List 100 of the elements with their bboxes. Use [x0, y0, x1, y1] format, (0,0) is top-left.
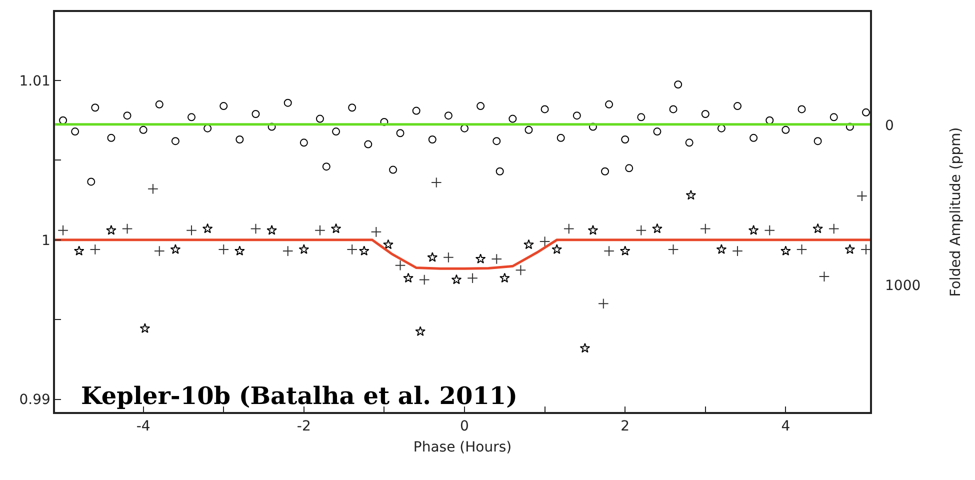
point	[428, 135, 436, 144]
point	[358, 246, 370, 256]
point	[556, 134, 565, 142]
point	[796, 244, 808, 255]
point	[828, 223, 840, 234]
point	[492, 137, 501, 146]
point	[780, 246, 791, 256]
point	[330, 223, 342, 234]
point	[415, 326, 426, 336]
point	[637, 113, 646, 122]
point	[348, 104, 356, 112]
point	[389, 166, 398, 174]
point	[856, 190, 868, 202]
x-tick-label: 4	[781, 418, 790, 435]
point	[500, 272, 510, 283]
point	[123, 112, 132, 120]
point	[588, 224, 598, 235]
point	[750, 134, 758, 142]
point	[332, 128, 340, 136]
point	[370, 226, 382, 238]
x-tick-label: 2	[620, 418, 630, 435]
point	[621, 135, 630, 144]
point	[58, 224, 68, 236]
point	[467, 272, 478, 284]
point	[148, 183, 158, 194]
point	[220, 102, 228, 110]
point	[524, 126, 533, 134]
point	[346, 244, 358, 255]
point	[636, 224, 647, 236]
point	[716, 244, 727, 254]
point	[140, 323, 150, 333]
y-tick-label: 1.01	[19, 73, 50, 90]
point	[234, 246, 245, 256]
point	[686, 190, 696, 200]
point	[427, 252, 438, 262]
point	[508, 114, 517, 123]
point	[620, 246, 630, 256]
point	[830, 113, 838, 122]
point	[252, 110, 260, 118]
point	[515, 264, 526, 276]
point	[668, 244, 679, 255]
point	[732, 246, 743, 256]
point	[171, 137, 180, 146]
point	[552, 244, 562, 254]
point	[154, 246, 165, 256]
point	[605, 100, 614, 108]
y2-axis-title: Folded Amplitude (ppm)	[948, 127, 964, 297]
point	[90, 244, 101, 255]
point	[250, 223, 262, 234]
point	[844, 244, 856, 254]
y-tick-label: 1	[42, 232, 50, 249]
point	[383, 239, 394, 250]
point	[322, 162, 330, 171]
x-tick-label: -2	[296, 418, 311, 435]
point	[598, 298, 609, 310]
annotation: Kepler-10b (Batalha et al. 2011)	[81, 381, 518, 410]
line-series	[55, 238, 870, 270]
point	[764, 224, 776, 236]
x-axis-title: Phase (Hours)	[413, 439, 512, 456]
point	[782, 126, 790, 134]
point	[412, 106, 420, 115]
point	[139, 126, 148, 134]
point	[87, 178, 96, 186]
point	[625, 164, 634, 172]
point	[701, 110, 710, 118]
point	[496, 167, 504, 176]
point	[524, 239, 534, 250]
point	[268, 122, 276, 131]
point	[300, 138, 308, 147]
point	[669, 105, 678, 114]
point	[685, 138, 694, 147]
point	[266, 224, 277, 235]
point	[766, 116, 774, 124]
point	[580, 342, 590, 353]
point	[476, 102, 485, 110]
point	[202, 223, 213, 234]
point	[814, 137, 822, 146]
point	[314, 224, 326, 236]
point	[91, 104, 100, 112]
point	[798, 105, 806, 114]
point	[475, 254, 486, 264]
point	[188, 113, 196, 122]
point	[652, 223, 662, 234]
point	[653, 128, 662, 136]
point	[282, 246, 294, 256]
point	[818, 271, 830, 282]
point	[812, 223, 823, 234]
point	[700, 223, 711, 234]
point	[107, 134, 116, 142]
point	[604, 246, 614, 256]
point	[862, 108, 870, 116]
y-tick-label: 0.99	[19, 392, 50, 408]
point	[444, 112, 452, 120]
point	[236, 135, 244, 144]
point	[540, 105, 549, 114]
point	[380, 118, 388, 126]
y2-tick-label: 1000	[885, 278, 921, 294]
point	[403, 272, 414, 283]
point	[106, 224, 116, 235]
point	[186, 224, 197, 236]
